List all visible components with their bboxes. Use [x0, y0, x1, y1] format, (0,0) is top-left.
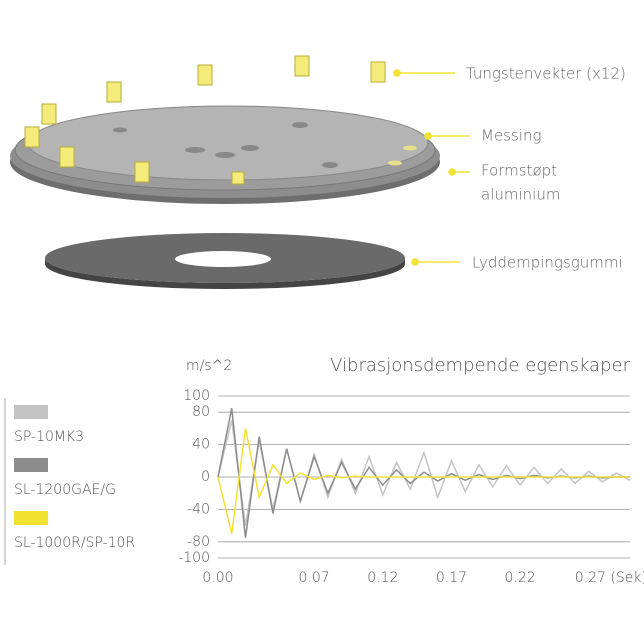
x-tick-label: 0.17	[436, 570, 467, 586]
legend-swatch	[14, 511, 48, 525]
label: Lyddempingsgummi	[472, 254, 623, 272]
label: aluminium	[481, 186, 560, 204]
y-tick-label: 40	[192, 437, 210, 453]
x-tick-label: 0.27 (Sek)	[575, 570, 644, 586]
label: Messing	[481, 127, 541, 145]
legend-swatch	[14, 405, 48, 419]
y-tick-label: -100	[178, 550, 210, 566]
legend-swatch	[14, 458, 48, 472]
x-tick-label: 0.22	[505, 570, 536, 586]
legend-label: SP-10MK3	[14, 429, 84, 445]
label: Tungstenvekter (x12)	[466, 65, 626, 83]
label: Formstøpt	[481, 162, 557, 180]
y-tick-label: -80	[187, 534, 210, 550]
x-tick-label: 0.00	[202, 570, 233, 586]
y-tick-label: 80	[192, 404, 210, 420]
legend-label: SL-1000R/SP-10R	[14, 535, 135, 551]
exploded-diagram: Tungstenvekter (x12) Messing Formstøpt a…	[10, 55, 626, 289]
y-tick-label: -40	[187, 501, 210, 517]
legend-label: SL-1200GAE/G	[14, 482, 116, 498]
x-tick-label: 0.07	[299, 570, 330, 586]
y-tick-label: 0	[201, 469, 210, 485]
y-axis-label: m/s^2	[186, 358, 232, 374]
y-tick-label: 100	[183, 388, 210, 404]
series-line	[217, 408, 630, 538]
series-line	[217, 428, 630, 534]
chart-title: Vibrasjonsdempende egenskaper	[330, 355, 630, 376]
x-tick-label: 0.12	[367, 570, 398, 586]
